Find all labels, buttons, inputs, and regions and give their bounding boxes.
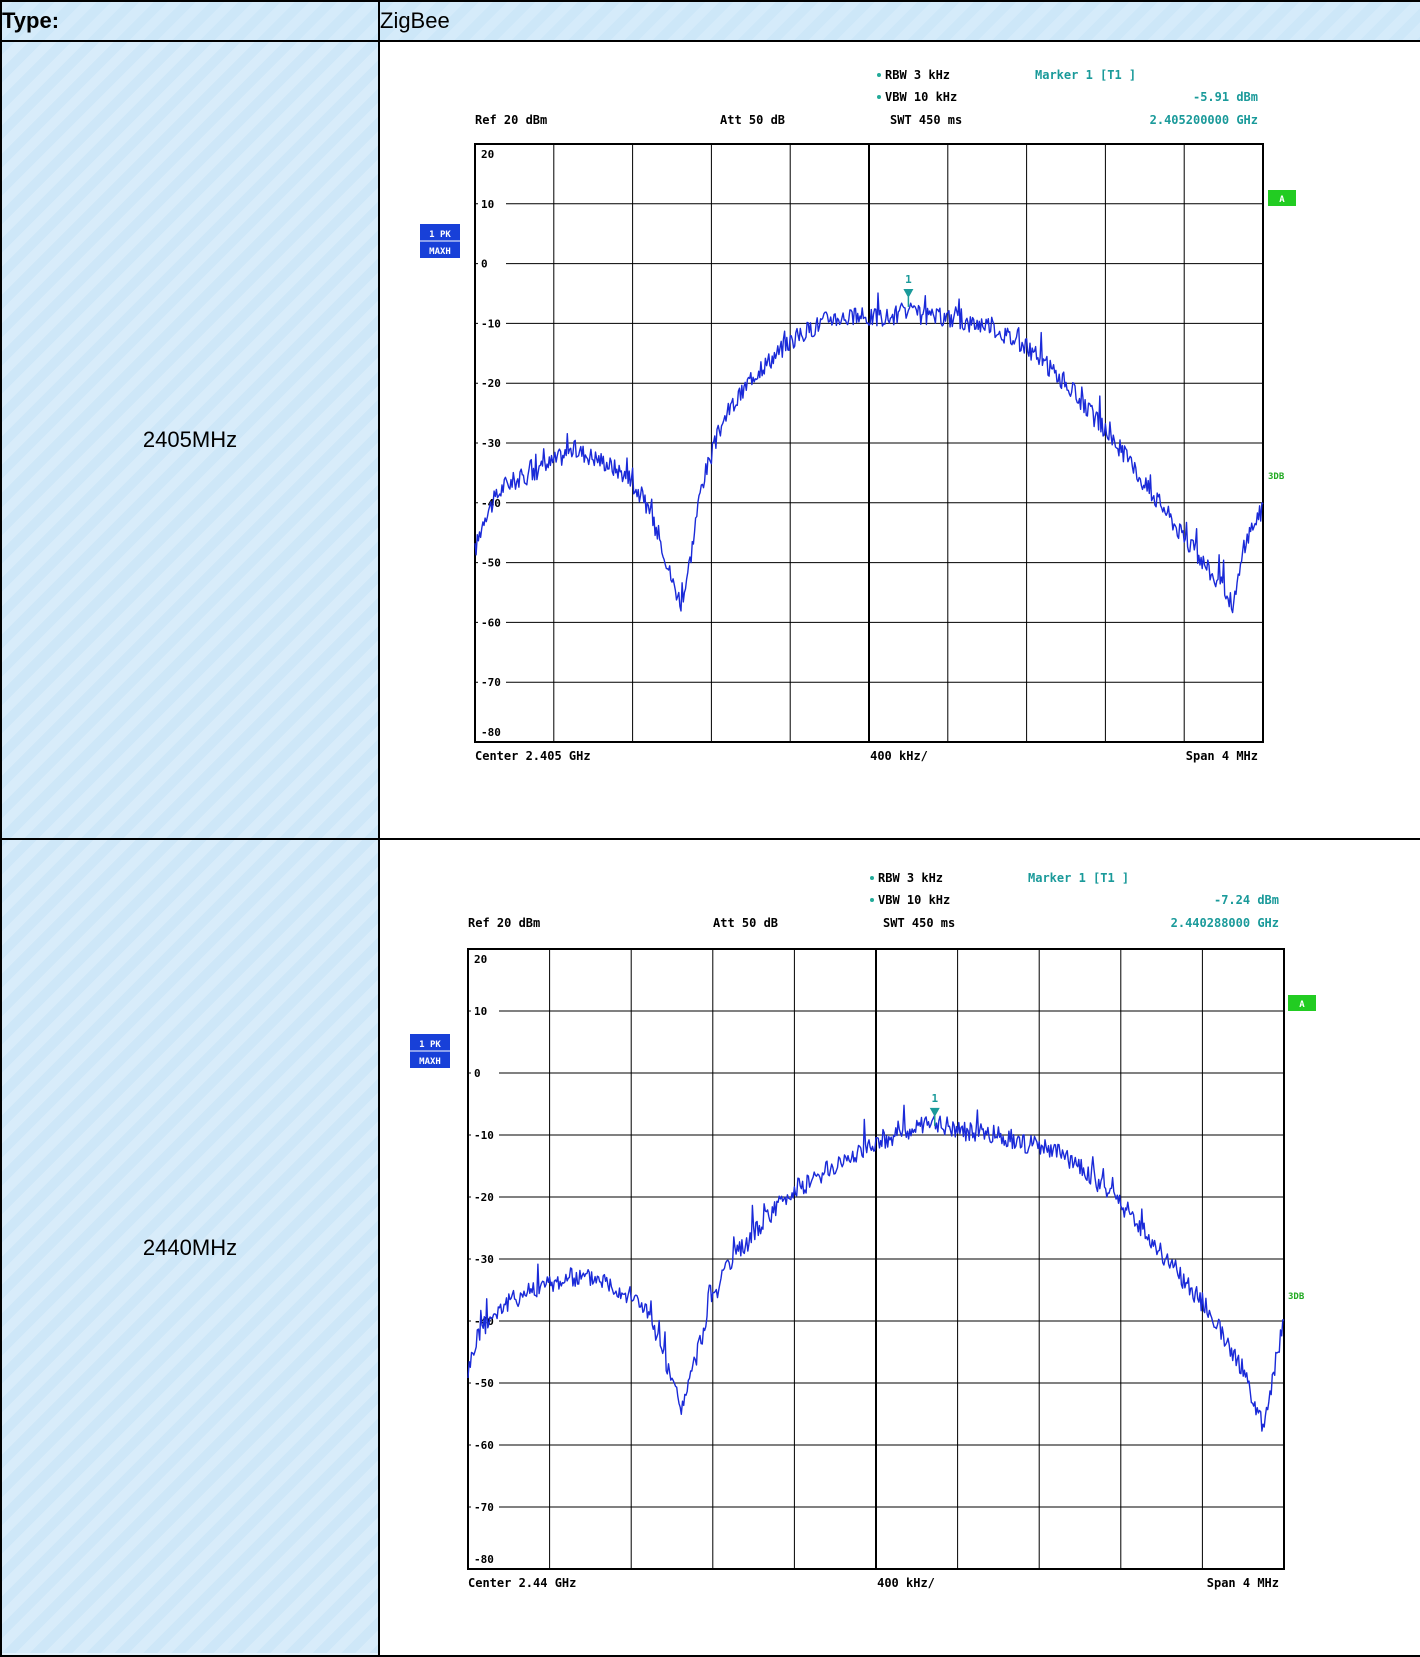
y-tick-label: -50 <box>481 557 501 570</box>
tick-label-bg <box>471 953 499 966</box>
sweep-time-setting: SWT 450 ms <box>883 916 955 930</box>
y-tick-label: 10 <box>474 1005 487 1018</box>
vbw-setting: VBW 10 kHz <box>878 893 950 907</box>
tick-label-bg <box>478 556 506 570</box>
trace-badge-line1: 1 PK <box>429 230 451 240</box>
tick-label-bg <box>471 1377 499 1390</box>
side-badge <box>1288 995 1316 1011</box>
marker-number-label: 1 <box>905 273 912 286</box>
vbw-setting: VBW 10 kHz <box>885 90 957 104</box>
sweep-time-setting: SWT 450 ms <box>890 113 962 127</box>
y-tick-label: -70 <box>474 1501 494 1514</box>
tick-label-bg <box>478 317 506 331</box>
tick-label-bg <box>478 616 506 630</box>
y-tick-label: -50 <box>474 1377 494 1390</box>
spectrum-plot-2440: RBW 3 kHz VBW 10 kHz Marker 1 [T1 ] -7.24 d… <box>410 871 1316 1590</box>
side-3db-label: 3DB <box>1268 472 1285 482</box>
tick-label-bg <box>478 676 506 690</box>
frequency-span: Span 4 MHz <box>1186 749 1258 763</box>
attenuation-setting: Att 50 dB <box>713 916 778 930</box>
frequency-per-division: 400 kHz/ <box>870 749 928 763</box>
y-tick-label: -70 <box>481 676 501 689</box>
y-tick-label: -10 <box>481 317 501 330</box>
tick-label-bg <box>471 1005 499 1018</box>
marker-triangle-icon <box>929 1107 940 1117</box>
type-label: Type: <box>0 0 380 42</box>
y-tick-label: -60 <box>481 616 501 629</box>
tick-label-bg <box>478 726 506 739</box>
type-value: ZigBee <box>378 0 1420 42</box>
vbw-bullet-icon <box>870 898 874 902</box>
rbw-setting: RBW 3 kHz <box>885 68 950 82</box>
rbw-bullet-icon <box>877 73 881 77</box>
tick-label-bg <box>471 1191 499 1204</box>
attenuation-setting: Att 50 dB <box>720 113 785 127</box>
y-tick-label: 20 <box>481 148 494 161</box>
spectrum-plot-2405: RBW 3 kHz VBW 10 kHz Marker 1 [T1 ] -5.91 d… <box>420 68 1296 763</box>
side-badge-label: A <box>1279 195 1285 205</box>
marker-frequency: 2.440288000 GHz <box>1171 916 1279 930</box>
tick-label-bg <box>478 496 506 510</box>
tick-label-bg <box>471 1553 499 1566</box>
y-tick-label: -60 <box>474 1439 494 1452</box>
tick-label-bg <box>478 437 506 450</box>
reference-level: Ref 20 dBm <box>468 916 540 930</box>
frequency-label-2440: 2440MHz <box>0 838 380 1657</box>
y-tick-label: -20 <box>481 377 501 390</box>
tick-label-bg <box>471 1253 499 1266</box>
y-tick-label: 10 <box>481 198 494 211</box>
y-tick-label: 20 <box>474 953 487 966</box>
marker-triangle-icon <box>903 288 914 298</box>
table-row: 2405MHz RBW 3 kHz VBW 10 kHz Marker 1 [T1 … <box>0 40 1420 840</box>
tick-label-bg <box>471 1129 499 1142</box>
marker-level: -5.91 dBm <box>1193 90 1258 104</box>
spectrum-trace <box>474 292 1264 614</box>
rbw-bullet-icon <box>870 876 874 880</box>
center-frequency: Center 2.44 GHz <box>468 1576 576 1590</box>
marker-frequency: 2.405200000 GHz <box>1150 113 1258 127</box>
y-tick-label: -20 <box>474 1191 494 1204</box>
reference-level: Ref 20 dBm <box>475 113 547 127</box>
tick-label-bg <box>471 1501 499 1514</box>
plot-cell-2405: RBW 3 kHz VBW 10 kHz Marker 1 [T1 ] -5.91 d… <box>378 40 1420 840</box>
y-tick-label: -30 <box>474 1253 494 1266</box>
table-row: Type: ZigBee <box>0 0 1420 42</box>
spectrum-trace <box>467 1104 1285 1432</box>
side-badge <box>1268 190 1296 206</box>
y-tick-label: 0 <box>474 1067 481 1080</box>
frequency-span: Span 4 MHz <box>1207 1576 1279 1590</box>
frequency-label-2405: 2405MHz <box>0 40 380 840</box>
marker-title: Marker 1 [T1 ] <box>1035 68 1136 82</box>
y-tick-label: -30 <box>481 437 501 450</box>
frequency-per-division: 400 kHz/ <box>877 1576 935 1590</box>
rbw-setting: RBW 3 kHz <box>878 871 943 885</box>
y-tick-label: -80 <box>481 726 501 739</box>
marker-title: Marker 1 [T1 ] <box>1028 871 1129 885</box>
tick-label-bg <box>471 1067 499 1080</box>
tick-label-bg <box>471 1439 499 1452</box>
tick-label-bg <box>478 377 506 391</box>
side-3db-label: 3DB <box>1288 1292 1305 1302</box>
vbw-bullet-icon <box>877 95 881 99</box>
tick-label-bg <box>478 148 506 161</box>
y-tick-label: 0 <box>481 258 488 271</box>
tick-label-bg <box>478 257 506 271</box>
plot-cell-2440: RBW 3 kHz VBW 10 kHz Marker 1 [T1 ] -7.24 d… <box>378 838 1420 1657</box>
marker-level: -7.24 dBm <box>1214 893 1279 907</box>
table-row: 2440MHz RBW 3 kHz VBW 10 kHz Marker 1 [T1 … <box>0 838 1420 1657</box>
marker-number-label: 1 <box>931 1092 938 1105</box>
trace-badge-line2: MAXH <box>419 1057 441 1067</box>
tick-label-bg <box>478 197 506 211</box>
y-tick-label: -80 <box>474 1553 494 1566</box>
side-badge-label: A <box>1299 1000 1305 1010</box>
center-frequency: Center 2.405 GHz <box>475 749 591 763</box>
trace-badge-line2: MAXH <box>429 247 451 257</box>
trace-badge-line1: 1 PK <box>419 1040 441 1050</box>
y-tick-label: -10 <box>474 1129 494 1142</box>
